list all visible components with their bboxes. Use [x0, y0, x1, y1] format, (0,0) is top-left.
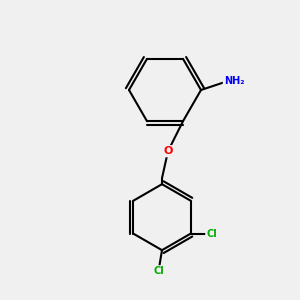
- Text: NH₂: NH₂: [224, 76, 244, 86]
- Text: Cl: Cl: [154, 266, 164, 276]
- Text: Cl: Cl: [206, 229, 217, 239]
- Text: O: O: [163, 146, 173, 156]
